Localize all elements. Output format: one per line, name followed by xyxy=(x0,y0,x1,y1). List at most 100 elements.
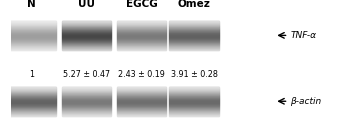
Bar xyxy=(117,46,166,47)
Bar xyxy=(169,39,219,40)
Bar xyxy=(62,30,112,31)
Bar xyxy=(169,105,219,106)
Bar xyxy=(117,30,166,31)
Bar xyxy=(7,43,56,44)
Bar xyxy=(7,36,56,37)
Bar xyxy=(62,103,112,104)
Bar xyxy=(7,107,56,108)
Bar xyxy=(169,95,219,96)
Bar xyxy=(7,114,56,115)
Bar xyxy=(169,36,219,37)
Bar xyxy=(7,41,56,42)
Bar xyxy=(169,44,219,45)
Bar xyxy=(7,106,56,107)
Bar xyxy=(62,89,112,90)
Bar xyxy=(62,20,112,21)
Bar xyxy=(62,114,112,115)
Bar xyxy=(7,28,56,29)
Bar xyxy=(62,101,112,102)
Bar xyxy=(117,35,166,36)
Bar xyxy=(7,104,56,105)
Bar xyxy=(169,49,219,50)
Bar xyxy=(7,102,56,103)
Bar xyxy=(169,42,219,43)
Bar xyxy=(117,21,166,22)
Bar xyxy=(169,90,219,91)
Bar xyxy=(62,115,112,116)
Bar xyxy=(7,90,56,91)
Bar xyxy=(62,108,112,109)
Bar xyxy=(169,99,219,100)
Bar xyxy=(169,33,219,34)
Bar xyxy=(169,110,219,111)
Bar xyxy=(7,110,56,111)
Bar xyxy=(117,39,166,40)
Bar xyxy=(62,102,112,103)
Bar xyxy=(117,97,166,98)
Bar xyxy=(62,43,112,44)
Bar xyxy=(62,93,112,94)
Bar xyxy=(117,87,166,88)
Bar xyxy=(117,109,166,110)
Bar xyxy=(62,91,112,92)
Bar xyxy=(169,87,219,88)
Bar xyxy=(62,36,112,37)
Bar xyxy=(169,92,219,93)
Bar xyxy=(169,114,219,115)
Bar xyxy=(169,40,219,41)
Bar xyxy=(7,48,56,49)
Bar xyxy=(7,27,56,28)
Bar xyxy=(7,113,56,114)
Bar xyxy=(117,96,166,97)
Bar xyxy=(117,115,166,116)
Text: TNF-α: TNF-α xyxy=(290,31,316,40)
Bar xyxy=(117,47,166,48)
Bar xyxy=(62,48,112,49)
Bar xyxy=(117,28,166,29)
Text: 1: 1 xyxy=(29,70,34,79)
Bar xyxy=(169,103,219,104)
Bar xyxy=(117,90,166,91)
Bar xyxy=(7,22,56,23)
Bar xyxy=(117,106,166,107)
Bar xyxy=(7,42,56,43)
Bar xyxy=(62,21,112,22)
Bar xyxy=(7,98,56,99)
Bar xyxy=(117,99,166,100)
Bar xyxy=(62,41,112,42)
Bar xyxy=(117,45,166,46)
Bar xyxy=(117,107,166,108)
Bar xyxy=(117,112,166,113)
Text: EGCG: EGCG xyxy=(126,0,158,9)
Bar xyxy=(62,95,112,96)
Bar xyxy=(117,26,166,27)
Bar xyxy=(169,32,219,33)
Bar xyxy=(117,114,166,115)
Bar xyxy=(117,89,166,90)
Bar xyxy=(169,94,219,95)
Bar xyxy=(62,106,112,107)
Bar xyxy=(7,92,56,93)
Bar xyxy=(62,32,112,33)
Bar xyxy=(62,22,112,23)
Bar xyxy=(7,35,56,36)
Bar xyxy=(62,90,112,91)
Bar xyxy=(7,93,56,94)
Bar xyxy=(62,38,112,39)
Bar xyxy=(169,27,219,28)
Bar xyxy=(62,44,112,45)
Bar xyxy=(7,47,56,48)
Bar xyxy=(117,42,166,43)
Bar xyxy=(117,111,166,112)
Bar xyxy=(117,27,166,28)
Bar xyxy=(117,92,166,93)
Bar xyxy=(169,111,219,112)
Bar xyxy=(7,29,56,30)
Bar xyxy=(169,43,219,44)
Bar xyxy=(169,109,219,110)
Bar xyxy=(62,40,112,41)
Bar xyxy=(169,91,219,92)
Bar xyxy=(117,91,166,92)
Bar xyxy=(117,32,166,33)
Bar xyxy=(169,38,219,39)
